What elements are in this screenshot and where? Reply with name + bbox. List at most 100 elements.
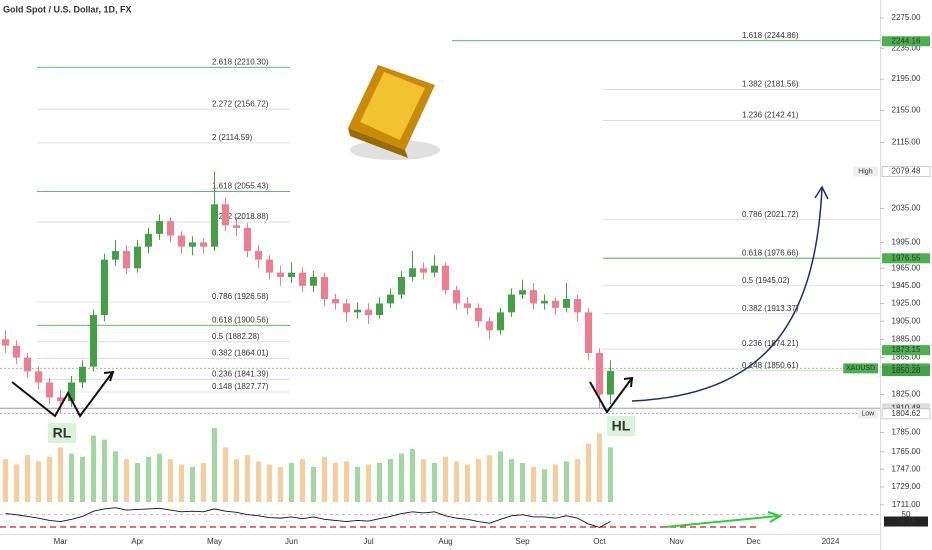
price-tag-note — [843, 363, 878, 374]
volume-bar — [102, 439, 107, 502]
volume-bar — [498, 451, 503, 502]
price-tag-label: 1976.55 — [892, 253, 921, 262]
fib-label: 2.618 (2210.30) — [212, 57, 269, 66]
price-tag — [881, 166, 931, 178]
pattern-marks — [11, 370, 634, 418]
candle-body — [596, 352, 603, 395]
fib-label: 1.618 (2055.43) — [212, 182, 269, 191]
candle-body — [266, 259, 273, 273]
fib-label: 0.148 (1850.61) — [742, 361, 799, 370]
candle-body — [409, 268, 416, 278]
candle-body — [585, 312, 592, 353]
volume-bar — [25, 455, 30, 502]
fib-label: 0.148 (1827.77) — [212, 382, 269, 391]
price-tag-note-label: XAUUSD — [846, 365, 875, 372]
candle-body — [563, 299, 570, 308]
volume-bar — [36, 461, 41, 502]
y-tick-label: 1747.00 — [892, 464, 921, 473]
price-tag-label: 1804.62 — [892, 409, 921, 418]
candle-body — [475, 307, 482, 322]
y-tick-label: 2275.00 — [892, 13, 921, 22]
volume-bar — [91, 435, 96, 502]
annotation: HL — [612, 418, 631, 434]
candle-body — [244, 227, 251, 251]
price-tag-note — [852, 166, 878, 177]
fib-label: 0.618 (1976.66) — [742, 248, 799, 257]
volume-bar — [586, 443, 591, 502]
candle-body — [310, 277, 317, 286]
candle-body — [101, 259, 108, 316]
candle-body — [222, 204, 229, 226]
fib-label: 0.382 (1864.01) — [212, 349, 269, 358]
y-tick-label: 1765.00 — [892, 447, 921, 456]
candle-body — [530, 290, 537, 304]
volume-bar — [322, 456, 327, 502]
candle-body — [508, 294, 515, 313]
volume-bar — [3, 459, 8, 502]
volume-bar — [575, 459, 580, 502]
candle-body — [453, 290, 460, 304]
volume-bar — [421, 459, 426, 502]
y-tick-label: 2115.00 — [892, 138, 921, 147]
price-tag-label: 1810.48 — [892, 403, 921, 412]
y-tick-label: 1965.00 — [892, 263, 921, 272]
volume-bar — [300, 459, 305, 502]
gold-bar — [348, 65, 440, 160]
volume-bar — [355, 466, 360, 502]
volume-bar — [388, 459, 393, 502]
annotation-box — [48, 423, 76, 443]
fib-label: 0.786 (1926.58) — [212, 292, 269, 301]
volume-bar — [542, 469, 547, 502]
candle-body — [35, 371, 42, 383]
y-tick-label: 1729.00 — [892, 482, 921, 491]
annotation: RL — [53, 425, 72, 441]
y-tick-label: 2235.00 — [892, 43, 921, 52]
volume-bar — [267, 464, 272, 502]
price-tag — [882, 403, 930, 414]
candle-body — [68, 382, 75, 402]
volume-bar — [344, 461, 349, 502]
fib-label: 0.236 (1841.39) — [212, 369, 269, 378]
volume-bar — [289, 463, 294, 502]
candle-body — [156, 221, 163, 234]
candle-body — [354, 309, 361, 313]
volume-bar — [201, 463, 206, 502]
x-tick-label: Dec — [746, 537, 760, 546]
candle-body — [57, 397, 64, 402]
volume-bar — [157, 453, 162, 502]
osc-tag — [884, 516, 928, 527]
price-tag-label: 1850.28 — [892, 366, 921, 375]
volume-bar — [69, 453, 74, 502]
chart-title: Gold Spot / U.S. Dollar, 1D, FX — [3, 4, 132, 14]
volume-bar — [124, 459, 129, 502]
y-tick-label: 1995.00 — [892, 238, 921, 247]
candle-body — [321, 277, 328, 300]
projection-arrow-head — [814, 185, 829, 200]
x-tick-label: Sep — [515, 537, 530, 546]
annotation-box — [607, 416, 635, 436]
price-tag — [882, 36, 930, 47]
volume-bar — [597, 433, 602, 502]
x-tick-label: May — [207, 537, 222, 546]
volume-bar — [410, 448, 415, 502]
candle-body — [189, 242, 196, 247]
volume-bar — [113, 451, 118, 502]
volume-bar — [531, 466, 536, 502]
price-tag — [882, 345, 930, 356]
candle-body — [134, 246, 141, 269]
candle-body — [123, 250, 130, 269]
candle-body — [200, 242, 207, 247]
candle-body — [519, 290, 526, 295]
x-tick-label: Jun — [285, 537, 298, 546]
candle-body — [552, 300, 559, 308]
candle-body — [277, 272, 284, 278]
candle-body — [112, 250, 119, 260]
candle-body — [255, 250, 262, 260]
volume-bar — [564, 461, 569, 502]
candle-body — [376, 303, 383, 316]
fib-label: 2.272 (2156.72) — [212, 99, 269, 108]
volume-bar — [520, 463, 525, 502]
candle-body — [387, 294, 394, 304]
volume-bar — [509, 459, 514, 502]
fib-label: 2 (2114.59) — [212, 133, 253, 142]
